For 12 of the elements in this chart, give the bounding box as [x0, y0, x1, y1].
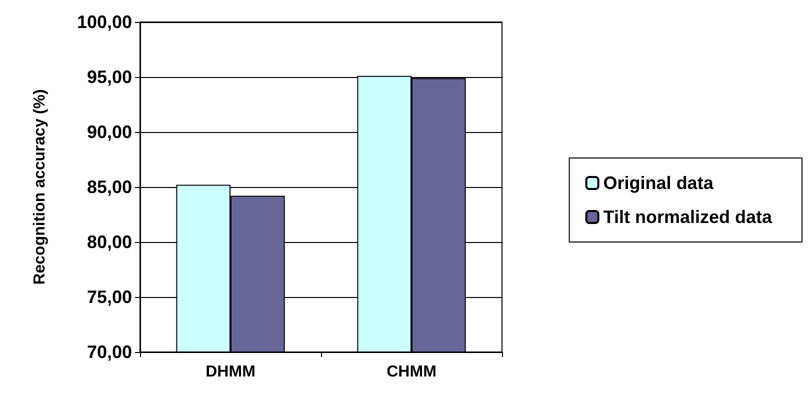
- x-tick-label: CHMM: [386, 364, 436, 380]
- y-tick-label: 85,00: [86, 177, 132, 197]
- y-tick-label: 70,00: [86, 342, 132, 362]
- y-tick-label: 90,00: [86, 122, 132, 142]
- y-tick-label: 75,00: [86, 287, 132, 307]
- legend-label: Tilt normalized data: [603, 207, 773, 227]
- y-tick-label: 80,00: [86, 232, 132, 252]
- y-tick-label: 95,00: [86, 67, 132, 87]
- x-tick-label: DHMM: [206, 364, 256, 380]
- y-axis-title: Recognition accuracy (%): [32, 89, 48, 285]
- legend-label: Original data: [603, 173, 714, 193]
- y-tick-label: 100,00: [76, 12, 132, 32]
